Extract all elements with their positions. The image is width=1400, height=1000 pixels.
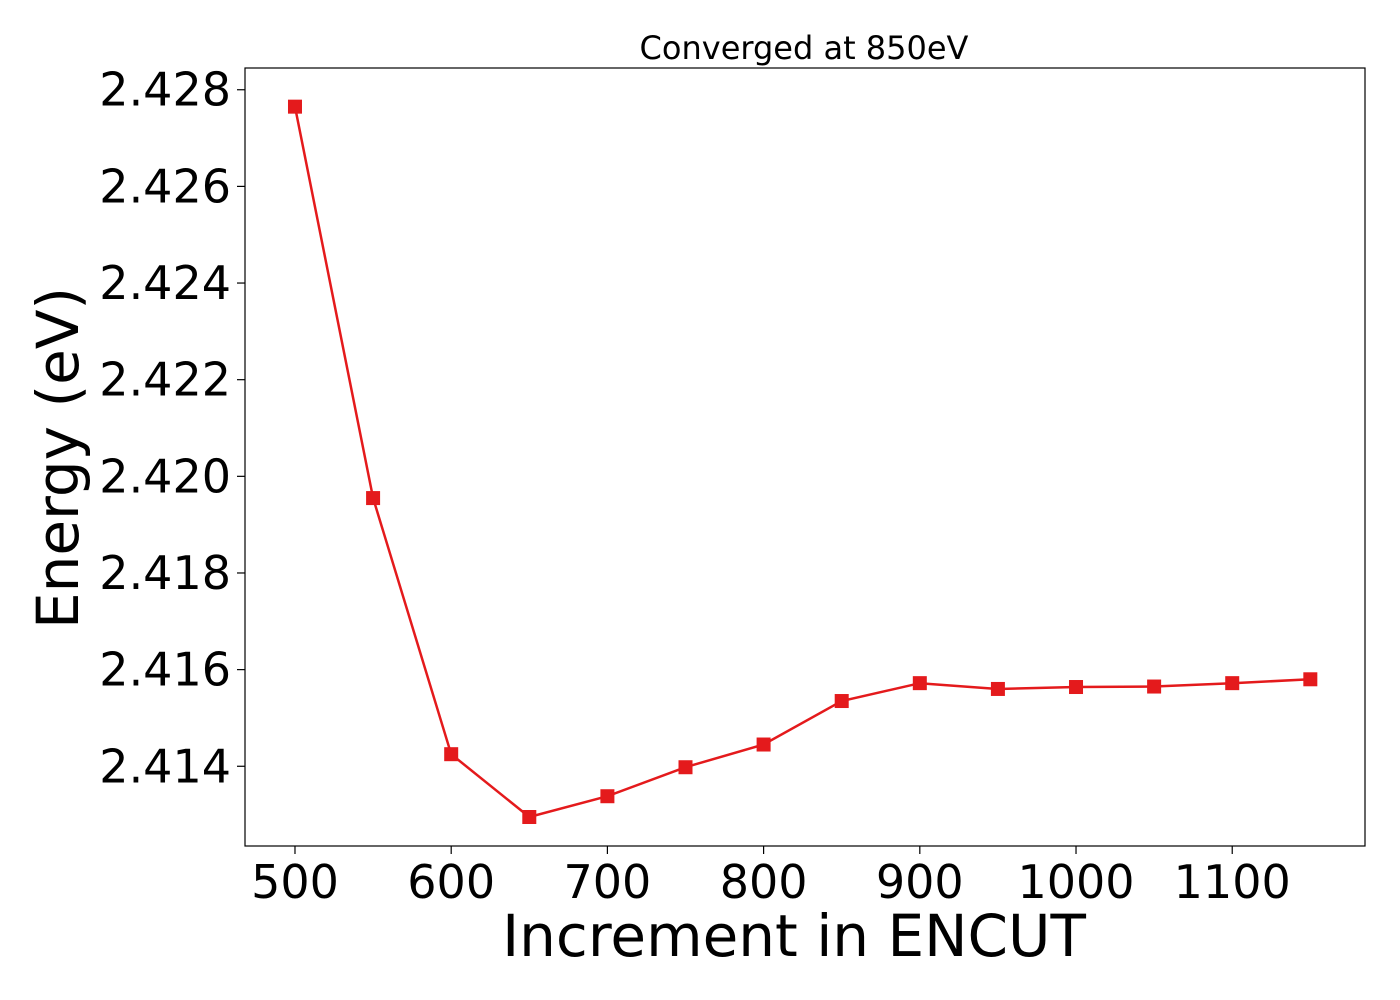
y-tick-label: 2.422 bbox=[99, 353, 231, 407]
data-point bbox=[990, 681, 1005, 696]
y-tick-label: 2.426 bbox=[99, 159, 231, 213]
data-point bbox=[912, 676, 927, 691]
x-axis-label: Increment in ENCUT bbox=[502, 902, 1086, 970]
data-point bbox=[600, 789, 615, 804]
data-point bbox=[522, 810, 537, 825]
data-point bbox=[678, 760, 693, 775]
y-tick-label: 2.420 bbox=[99, 449, 231, 503]
x-tick-label: 900 bbox=[876, 855, 964, 909]
y-tick-label: 2.416 bbox=[99, 643, 231, 697]
x-tick-label: 600 bbox=[407, 855, 495, 909]
data-point bbox=[1303, 672, 1318, 687]
y-axis-label: Energy (eV) bbox=[24, 287, 92, 629]
data-point bbox=[287, 99, 302, 114]
data-point bbox=[1225, 676, 1240, 691]
plot-area bbox=[244, 67, 1366, 847]
y-tick-label: 2.414 bbox=[99, 739, 231, 793]
data-point bbox=[1147, 679, 1162, 694]
x-tick-label: 700 bbox=[563, 855, 651, 909]
series-markers bbox=[287, 99, 1318, 825]
x-tick-label: 1100 bbox=[1174, 855, 1291, 909]
x-axis: 500 600 700 800 900 1000 1100 bbox=[251, 846, 1291, 909]
data-point bbox=[366, 491, 381, 506]
y-tick-label: 2.418 bbox=[99, 546, 231, 600]
x-tick-label: 800 bbox=[720, 855, 808, 909]
y-axis: 2.414 2.416 2.418 2.420 2.422 2.424 2.426 2.428 bbox=[99, 63, 245, 793]
y-tick-label: 2.428 bbox=[99, 63, 231, 117]
series-line bbox=[293, 106, 1311, 819]
data-point bbox=[756, 737, 771, 752]
x-tick-label: 500 bbox=[251, 855, 339, 909]
chart-title: Converged at 850eV bbox=[640, 29, 969, 67]
data-point bbox=[1069, 680, 1084, 695]
y-tick-label: 2.424 bbox=[99, 256, 231, 310]
x-tick-label: 1000 bbox=[1017, 855, 1134, 909]
data-point bbox=[834, 694, 849, 709]
data-point bbox=[444, 747, 459, 762]
